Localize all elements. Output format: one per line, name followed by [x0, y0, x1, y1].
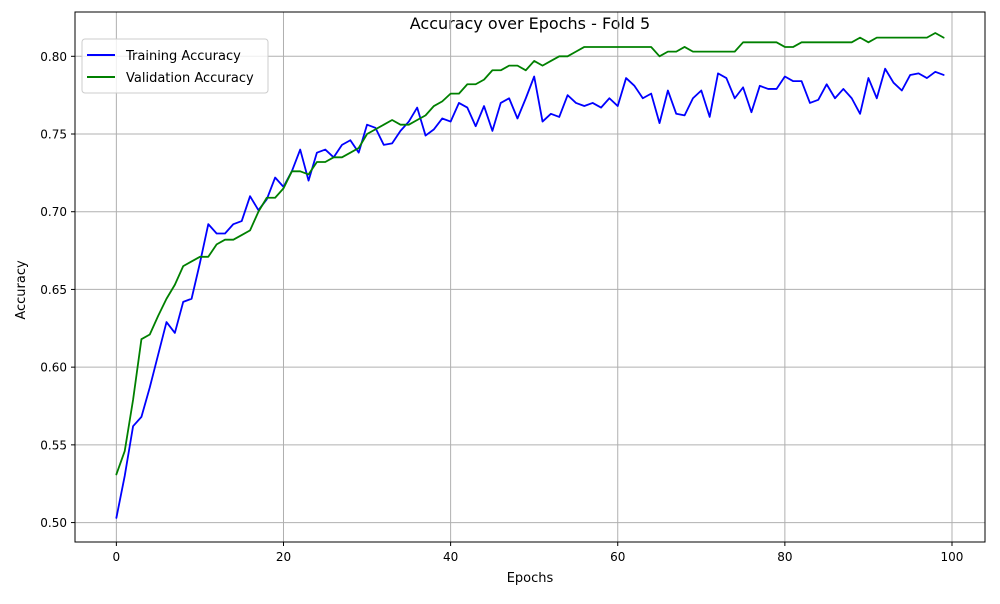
x-tick-label: 40 [443, 550, 458, 564]
training-accuracy-line [115, 67, 945, 519]
x-tick-label: 80 [777, 550, 792, 564]
legend-label-validation: Validation Accuracy [126, 71, 254, 86]
y-tick-label: 0.75 [40, 128, 67, 142]
chart-title: Accuracy over Epochs - Fold 5 [410, 14, 650, 33]
legend-box [81, 38, 269, 94]
y-tick-label: 0.50 [40, 516, 67, 530]
x-tick-label: 60 [610, 550, 625, 564]
grid-lines [75, 12, 985, 542]
legend-label-training: Training Accuracy [125, 49, 241, 64]
validation-accuracy-line [115, 32, 945, 476]
plot-frame [74, 11, 986, 543]
legend: Training Accuracy Validation Accuracy [81, 38, 269, 94]
y-axis-label: Accuracy [14, 260, 29, 320]
x-axis-label: Epochs [507, 571, 554, 586]
y-tick-label: 0.70 [40, 205, 67, 219]
x-axis-ticks: 0 20 40 60 80 100 [113, 542, 964, 564]
y-tick-label: 0.80 [40, 50, 67, 64]
y-tick-label: 0.60 [40, 361, 67, 375]
y-tick-label: 0.65 [40, 283, 67, 297]
x-tick-label: 0 [113, 550, 121, 564]
y-axis-ticks: 0.50 0.55 0.60 0.65 0.70 0.75 0.80 [40, 50, 75, 530]
series-lines [115, 32, 945, 519]
x-tick-label: 20 [276, 550, 291, 564]
x-tick-label: 100 [941, 550, 964, 564]
y-tick-label: 0.55 [40, 438, 67, 452]
